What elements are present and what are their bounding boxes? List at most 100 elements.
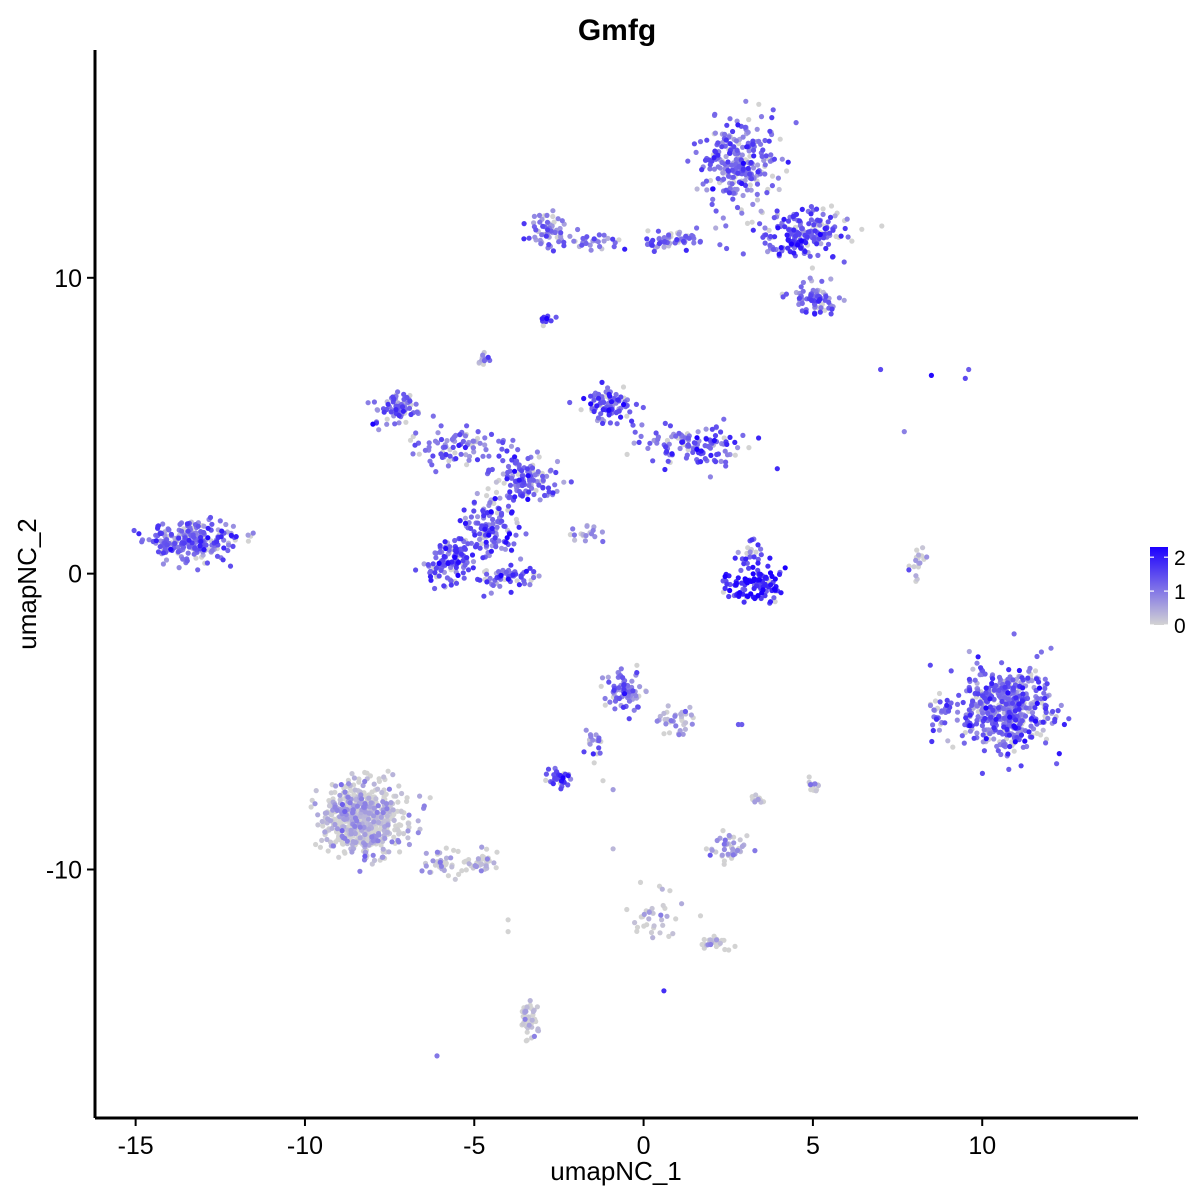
- cell-point-cluster-2: [780, 294, 786, 300]
- cell-point-cluster-12: [540, 485, 546, 491]
- cell-point-cluster-12: [480, 508, 486, 514]
- cell-point-cluster-12: [511, 454, 518, 460]
- cell-point-cluster-10: [621, 401, 627, 408]
- cell-point-cluster-8: [400, 408, 406, 414]
- cell-point-cluster-18: [739, 580, 745, 586]
- cell-point-cluster-16: [600, 538, 606, 545]
- cell-point-isolated-10: [434, 1053, 440, 1059]
- cell-point-cluster-21: [955, 709, 961, 715]
- cell-point-cluster-21: [1016, 701, 1022, 707]
- y-tick-label: 10: [54, 265, 82, 293]
- cell-point-isolated-14: [732, 943, 738, 950]
- cell-point-cluster-12: [542, 492, 548, 499]
- cell-point-cluster-21: [975, 691, 981, 697]
- cell-point-cluster-13: [505, 503, 512, 509]
- cell-point-cluster-30: [726, 832, 732, 839]
- cell-point-cluster-21: [987, 731, 993, 737]
- cell-point-cluster-10: [615, 397, 621, 403]
- cell-point-cluster-23: [621, 691, 628, 697]
- cell-point-cluster-32: [701, 936, 707, 943]
- cell-point-cluster-27: [325, 848, 331, 854]
- cell-point-cluster-0: [740, 166, 746, 172]
- cell-point-cluster-27: [333, 839, 339, 845]
- cell-point-cluster-31: [667, 888, 673, 894]
- cell-point-cluster-27: [329, 825, 335, 831]
- cell-point-cluster-11: [708, 452, 714, 458]
- cell-point-cluster-11: [702, 443, 708, 449]
- cell-point-cluster-13: [457, 518, 463, 524]
- cell-point-cluster-14: [455, 572, 461, 579]
- cell-point-cluster-11: [711, 437, 718, 444]
- cell-point-cluster-29: [530, 1008, 537, 1015]
- y-axis-label: umapNC_2: [12, 518, 42, 650]
- cell-point-cluster-0: [746, 148, 752, 154]
- cell-point-cluster-1: [790, 213, 796, 220]
- cell-point-cluster-21: [966, 707, 972, 713]
- cell-point-cluster-11: [685, 442, 691, 448]
- cell-point-cluster-13: [471, 499, 477, 505]
- cell-point-cluster-8: [365, 400, 371, 406]
- cell-point-cluster-11: [732, 452, 738, 458]
- cell-point-cluster-28: [493, 865, 499, 871]
- cell-point-cluster-9: [510, 437, 516, 443]
- cell-point-cluster-23: [607, 699, 613, 705]
- cell-point-cluster-1: [859, 226, 865, 232]
- cell-point-cluster-24: [682, 708, 689, 715]
- cell-point-cluster-0: [720, 170, 726, 176]
- cell-point-cluster-21: [996, 693, 1002, 699]
- cell-point-cluster-27: [345, 794, 351, 800]
- cell-point-cluster-30: [719, 852, 725, 858]
- cell-point-cluster-22: [927, 702, 934, 709]
- cell-point-cluster-15: [497, 583, 503, 589]
- cell-point-cluster-22: [933, 716, 940, 722]
- cell-point-cluster-21: [954, 717, 960, 723]
- cell-point-cluster-9: [412, 442, 418, 448]
- cell-point-cluster-27: [362, 842, 368, 848]
- cell-point-cluster-1: [795, 242, 801, 248]
- cell-point-cluster-27: [415, 818, 421, 824]
- cell-point-cluster-13: [505, 507, 511, 513]
- cell-point-cluster-13: [490, 521, 496, 527]
- cell-point-cluster-19: [749, 537, 755, 543]
- cell-point-cluster-11: [723, 459, 729, 465]
- cell-point-cluster-9: [435, 430, 441, 436]
- cell-point-cluster-17: [146, 537, 152, 543]
- cell-point-cluster-0: [742, 178, 748, 184]
- cell-point-cluster-18: [767, 599, 774, 605]
- cell-point-cluster-20: [924, 554, 930, 560]
- cell-point-cluster-27: [375, 803, 381, 809]
- cell-point-cluster-3: [697, 239, 703, 245]
- cell-point-cluster-13: [477, 531, 483, 537]
- cell-point-cluster-21: [1056, 751, 1062, 757]
- cell-point-cluster-12: [554, 488, 560, 494]
- cell-point-cluster-6: [544, 315, 550, 322]
- cell-point-cluster-28: [478, 861, 485, 867]
- cell-point-cluster-32: [726, 947, 732, 953]
- cell-point-cluster-27: [332, 821, 338, 828]
- cell-point-cluster-19: [758, 552, 764, 558]
- x-tick-label: -5: [463, 1132, 485, 1160]
- cell-point-cluster-27: [368, 800, 374, 806]
- cell-point-cluster-33: [813, 788, 819, 794]
- cell-point-cluster-1: [767, 242, 773, 248]
- cell-point-cluster-21: [1042, 695, 1048, 702]
- cell-point-cluster-21: [1043, 705, 1049, 712]
- cell-point-cluster-14: [438, 567, 444, 574]
- cell-point-cluster-2: [817, 309, 823, 315]
- cell-point-cluster-25: [596, 738, 602, 744]
- cell-point-cluster-30: [739, 843, 746, 850]
- cell-point-cluster-21: [999, 698, 1005, 705]
- cell-point-cluster-11: [695, 429, 701, 435]
- cell-point-cluster-24: [682, 726, 689, 732]
- cell-point-cluster-13: [468, 525, 474, 532]
- cell-point-cluster-17: [225, 547, 231, 554]
- cell-point-cluster-0: [707, 166, 713, 172]
- cell-point-cluster-27: [350, 810, 356, 816]
- cell-point-cluster-11: [715, 451, 722, 457]
- cell-point-cluster-0: [702, 157, 709, 163]
- cell-point-cluster-9: [410, 451, 416, 457]
- cell-point-cluster-9: [445, 463, 451, 469]
- cell-point-cluster-28: [443, 855, 450, 861]
- cell-point-cluster-0: [768, 152, 774, 158]
- cell-point-cluster-0: [761, 157, 767, 164]
